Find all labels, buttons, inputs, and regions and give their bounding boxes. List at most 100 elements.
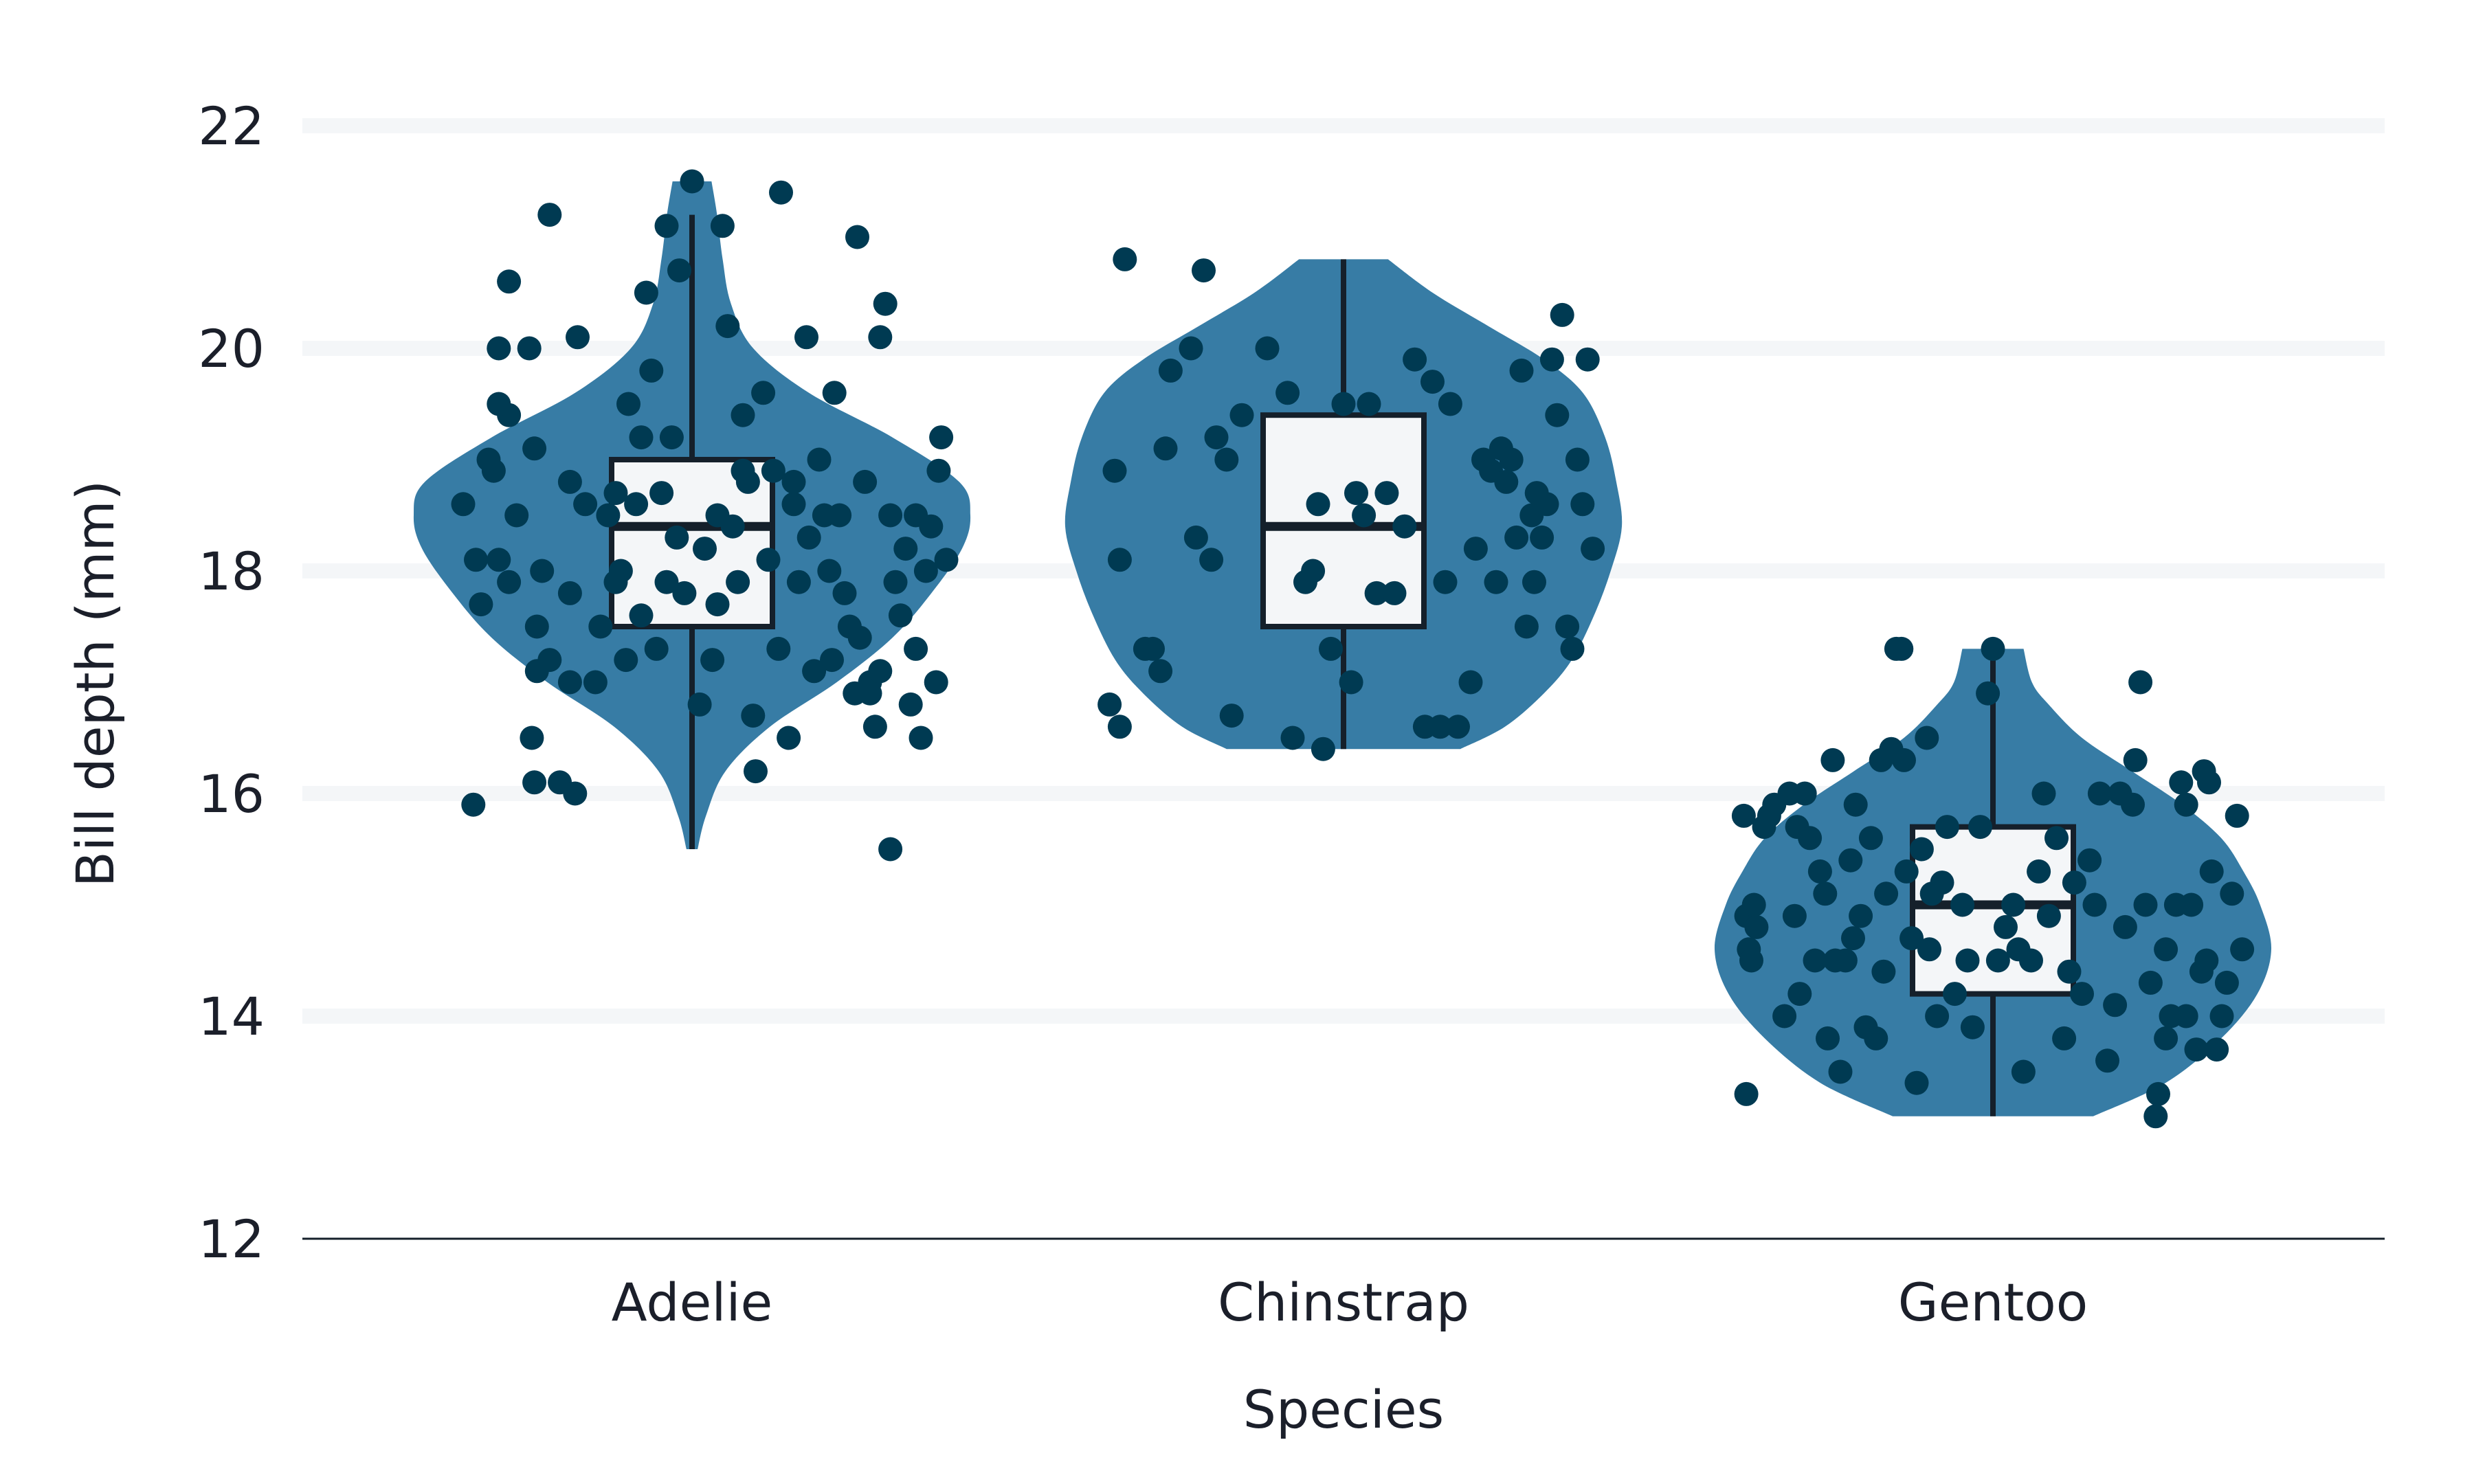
data-point-adelie <box>924 670 948 695</box>
data-point-gentoo <box>1874 881 1899 906</box>
data-point-gentoo <box>2169 770 2194 795</box>
data-point-chinstrap <box>1319 636 1343 661</box>
data-point-adelie <box>557 581 582 605</box>
data-point-chinstrap <box>1199 548 1224 572</box>
data-point-adelie <box>649 481 674 506</box>
x-tick-label-chinstrap: Chinstrap <box>1218 1272 1469 1333</box>
data-point-adelie <box>614 648 638 673</box>
data-point-gentoo <box>1843 792 1868 817</box>
jitter-points <box>451 169 2255 1129</box>
data-point-chinstrap <box>1214 447 1239 472</box>
data-point-gentoo <box>2082 892 2107 917</box>
data-point-gentoo <box>2103 993 2128 1018</box>
data-point-adelie <box>700 648 725 673</box>
data-point-gentoo <box>1813 881 1838 906</box>
data-point-adelie <box>817 559 842 583</box>
data-point-chinstrap <box>1428 715 1453 739</box>
data-point-adelie <box>868 659 893 684</box>
data-point-gentoo <box>2123 747 2148 772</box>
data-point-adelie <box>786 570 811 594</box>
data-point-chinstrap <box>1204 425 1229 450</box>
data-point-adelie <box>476 447 501 472</box>
data-point-chinstrap <box>1280 726 1305 750</box>
data-point-chinstrap <box>1403 347 1427 372</box>
data-point-chinstrap <box>1339 670 1363 695</box>
data-point-adelie <box>693 537 717 561</box>
data-point-gentoo <box>2179 892 2204 917</box>
data-point-gentoo <box>1828 1059 1853 1084</box>
data-point-gentoo <box>1807 859 1832 884</box>
data-point-adelie <box>868 325 893 350</box>
data-point-adelie <box>781 492 806 517</box>
data-point-gentoo <box>1841 926 1865 951</box>
data-point-adelie <box>934 548 959 572</box>
data-point-gentoo <box>2062 870 2086 895</box>
data-point-chinstrap <box>1392 514 1417 539</box>
data-point-chinstrap <box>1494 469 1519 494</box>
data-point-chinstrap <box>1504 525 1529 550</box>
data-point-gentoo <box>1960 1015 1985 1039</box>
data-point-adelie <box>451 492 476 517</box>
data-point-chinstrap <box>1463 537 1488 561</box>
data-point-chinstrap <box>1514 614 1539 639</box>
data-point-gentoo <box>2230 937 2255 962</box>
data-point-adelie <box>497 570 522 594</box>
data-point-gentoo <box>2001 892 2026 917</box>
data-point-adelie <box>781 469 806 494</box>
data-point-adelie <box>603 570 628 594</box>
data-point-gentoo <box>2205 1037 2229 1062</box>
data-point-gentoo <box>1731 803 1756 828</box>
y-tick-label-22: 22 <box>198 95 265 157</box>
data-point-gentoo <box>1833 948 1858 973</box>
y-tick-label-14: 14 <box>198 986 265 1047</box>
data-point-gentoo <box>1950 892 1975 917</box>
data-point-adelie <box>741 704 766 728</box>
data-point-gentoo <box>2154 1026 2178 1050</box>
y-tick-label-16: 16 <box>198 763 265 824</box>
data-point-chinstrap <box>1539 347 1564 372</box>
data-point-gentoo <box>1792 781 1817 806</box>
data-point-gentoo <box>1892 747 1916 772</box>
data-point-chinstrap <box>1560 636 1585 661</box>
data-point-gentoo <box>1772 1004 1797 1028</box>
data-point-adelie <box>530 559 555 583</box>
data-point-gentoo <box>2184 1037 2209 1062</box>
x-axis-title: Species <box>1243 1379 1445 1440</box>
data-point-adelie <box>845 225 869 249</box>
data-point-chinstrap <box>1382 581 1407 605</box>
data-point-adelie <box>893 537 918 561</box>
data-point-adelie <box>731 403 755 427</box>
data-point-adelie <box>520 726 544 750</box>
data-point-chinstrap <box>1255 336 1280 361</box>
data-point-gentoo <box>2192 759 2216 784</box>
data-point-adelie <box>777 726 801 750</box>
data-point-chinstrap <box>1420 370 1445 394</box>
data-point-adelie <box>715 314 740 339</box>
data-point-gentoo <box>1820 747 1845 772</box>
data-point-chinstrap <box>1530 525 1554 550</box>
data-point-gentoo <box>1838 848 1863 873</box>
data-point-gentoo <box>2174 792 2198 817</box>
data-point-gentoo <box>1981 636 2005 661</box>
data-point-gentoo <box>1904 1070 1929 1095</box>
data-point-chinstrap <box>1179 336 1203 361</box>
data-point-adelie <box>710 214 735 238</box>
x-tick-label-gentoo: Gentoo <box>1898 1272 2088 1333</box>
data-point-adelie <box>705 592 730 617</box>
data-point-chinstrap <box>1535 492 1559 517</box>
data-point-adelie <box>769 180 793 205</box>
data-point-adelie <box>796 525 821 550</box>
data-point-adelie <box>883 570 908 594</box>
data-point-chinstrap <box>1113 247 1137 271</box>
data-point-adelie <box>858 681 882 706</box>
data-point-adelie <box>588 614 613 639</box>
data-point-gentoo <box>1782 903 1807 928</box>
data-point-adelie <box>504 503 529 528</box>
data-point-gentoo <box>2044 826 2069 851</box>
data-point-adelie <box>726 570 750 594</box>
data-point-gentoo <box>1955 948 1980 973</box>
data-point-adelie <box>766 636 791 661</box>
data-point-chinstrap <box>1141 636 1165 661</box>
data-point-adelie <box>720 514 745 539</box>
data-point-adelie <box>464 548 488 572</box>
